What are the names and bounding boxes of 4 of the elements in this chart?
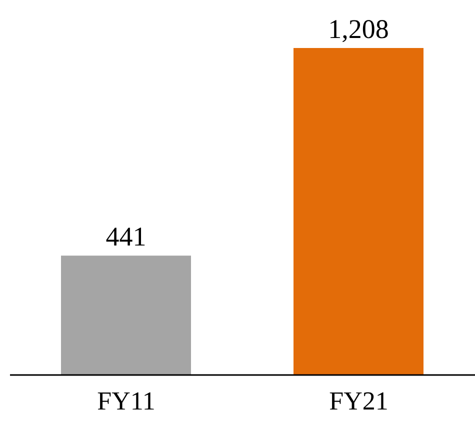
x-tick-label: FY21 <box>329 386 388 416</box>
x-tick-label: FY11 <box>97 386 156 416</box>
data-label: 441 <box>106 222 146 252</box>
data-label: 1,208 <box>328 14 389 44</box>
